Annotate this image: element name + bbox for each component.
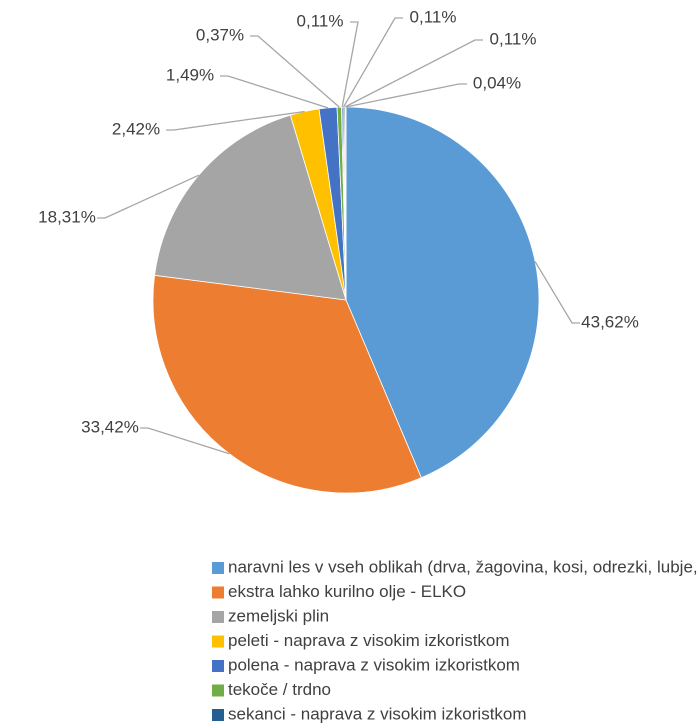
legend-swatch (212, 635, 224, 648)
data-label: 1,49% (166, 65, 214, 84)
legend-swatch (212, 709, 224, 721)
legend-swatch (212, 684, 224, 697)
pie-slice (152, 274, 422, 494)
leader-line (97, 174, 200, 219)
data-label: 0,11% (490, 29, 537, 48)
data-label: 0,04% (473, 73, 521, 92)
legend-swatch (212, 586, 224, 599)
leader-line (166, 110, 305, 131)
data-label: 0,11% (410, 7, 457, 26)
legend-label: tekoče / trdno (228, 680, 331, 699)
legend-swatch (212, 611, 224, 623)
leader-line (140, 427, 230, 455)
data-label: 0,37% (196, 25, 244, 44)
leader-line (534, 261, 580, 324)
data-label: 0,11% (297, 11, 344, 30)
legend-swatch (212, 562, 224, 574)
data-label: 2,42% (112, 119, 160, 138)
leader-line (345, 83, 467, 108)
legend-label: ekstra lahko kurilno olje - ELKO (228, 582, 466, 601)
legend-label: naravni les v vseh oblikah (drva, žagovi… (228, 557, 699, 576)
data-label: 18,31% (38, 207, 96, 226)
leader-line (341, 21, 359, 108)
legend-label: polena - naprava z visokim izkoristkom (228, 655, 520, 674)
legend-label: peleti - naprava z visokim izkoristkom (228, 631, 510, 650)
leader-line (250, 35, 340, 108)
data-label: 43,62% (581, 312, 639, 331)
leader-line (220, 75, 329, 109)
leader-line (344, 39, 483, 108)
data-label: 33,42% (81, 417, 139, 436)
legend-swatch (212, 660, 224, 672)
legend-label: sekanci - naprava z visokim izkoristkom (228, 704, 527, 723)
legend-label: zemeljski plin (228, 606, 329, 625)
leader-line (342, 17, 403, 108)
